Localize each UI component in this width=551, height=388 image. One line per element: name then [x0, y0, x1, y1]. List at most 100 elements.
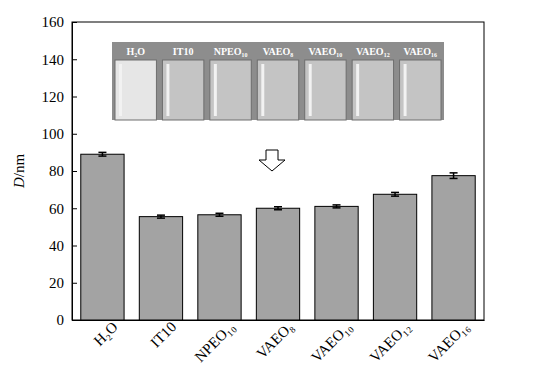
error-bar	[157, 215, 165, 218]
photo-label: VAEO₁₆	[403, 46, 437, 57]
photo-label: IT10	[173, 46, 194, 57]
marks	[81, 152, 475, 320]
y-tick-label: 40	[49, 238, 64, 254]
error-bar	[274, 207, 282, 210]
y-axis: 0 20 40 60 80 100 120 140 160	[42, 14, 78, 328]
error-cap	[98, 155, 106, 157]
vial-highlight	[119, 64, 122, 116]
photo-label: VAEO₁₂	[356, 46, 390, 57]
x-tick-label: NPEO₁₀	[191, 319, 237, 365]
y-tick-label: 60	[49, 201, 64, 217]
photo-label: NPEO₁₀	[214, 46, 248, 57]
error-cap	[391, 195, 399, 197]
x-tick-label: VAEO₁₆	[425, 319, 472, 366]
y-tick-mark	[72, 97, 77, 98]
vial-highlight	[404, 64, 407, 116]
error-cap	[215, 216, 223, 218]
x-tick: VAEO₁₂	[367, 319, 414, 366]
vial	[257, 60, 298, 120]
y-tick-mark	[72, 208, 77, 209]
x-tick: IT10	[147, 319, 179, 351]
plot: 0 20 40 60 80 100 120 140 160 H₂O IT10 NPEO₁₀ VAEO₈ V…	[42, 14, 485, 365]
y-tick-mark	[72, 134, 77, 135]
error-bar	[450, 173, 458, 179]
y-tick-label: 120	[42, 89, 65, 105]
bar	[432, 176, 475, 320]
vial	[115, 60, 156, 120]
plot-frame	[72, 22, 484, 320]
vial-highlight	[356, 64, 359, 116]
chart: 0 20 40 60 80 100 120 140 160 H₂O IT10 NPEO₁₀ VAEO₈ V…	[0, 0, 551, 388]
y-tick: 160	[42, 14, 78, 30]
y-tick-label: 80	[49, 163, 64, 179]
x-tick-label: H₂O	[90, 318, 120, 348]
photo-label: VAEO₁₀	[309, 46, 343, 57]
error-cap	[391, 192, 399, 194]
error-cap	[274, 209, 282, 211]
photo-background	[112, 42, 444, 120]
y-tick-label: 160	[42, 14, 65, 30]
y-tick: 60	[49, 201, 77, 217]
vial	[162, 60, 203, 120]
error-bar	[333, 205, 341, 208]
vial-highlight	[166, 64, 169, 116]
bar	[315, 206, 358, 320]
x-tick-label: VAEO₁₀	[308, 319, 355, 366]
y-tick-mark	[72, 246, 77, 247]
x-tick-label: VAEO₈	[253, 319, 296, 362]
x-tick: H₂O	[90, 318, 120, 348]
x-tick: NPEO₁₀	[191, 319, 237, 365]
y-tick-mark	[72, 283, 77, 284]
bar	[256, 208, 299, 320]
y-tick: 100	[42, 126, 78, 142]
y-tick: 80	[49, 163, 77, 179]
y-tick-label: 100	[42, 126, 65, 142]
x-axis-line	[73, 320, 485, 321]
inset-photo: H₂O IT10 NPEO₁₀ VAEO₈ VAEO₁₀ VAEO₁₂ VAEO₁₆	[112, 42, 444, 120]
y-tick-mark	[72, 171, 77, 172]
vial	[400, 60, 441, 120]
error-cap	[157, 214, 165, 216]
x-tick: VAEO₁₀	[308, 319, 355, 366]
error-cap	[215, 213, 223, 215]
error-cap	[157, 217, 165, 219]
error-cap	[274, 206, 282, 208]
vial	[352, 60, 393, 120]
bar	[81, 154, 124, 320]
x-tick-label: VAEO₁₂	[367, 319, 414, 366]
y-tick-mark	[72, 22, 77, 23]
vial	[305, 60, 346, 120]
error-cap	[98, 152, 106, 154]
photo-label: H₂O	[126, 46, 145, 57]
error-bar	[215, 213, 223, 216]
y-tick: 120	[42, 89, 78, 105]
vial-highlight	[261, 64, 264, 116]
x-axis: H₂O IT10 NPEO₁₀ VAEO₈ VAEO₁₀ VAEO₁₂VAEO₁₆	[73, 318, 485, 365]
y-tick: 40	[49, 238, 77, 254]
error-bar	[98, 152, 106, 156]
y-tick-label: 0	[57, 312, 65, 328]
y-axis-title: D/nm	[11, 154, 27, 190]
arrow	[259, 150, 285, 171]
y-tick-label: 140	[42, 52, 65, 68]
x-tick-label: IT10	[147, 319, 179, 351]
bar	[373, 194, 416, 320]
x-tick: VAEO₁₆	[425, 319, 472, 366]
y-tick-mark	[72, 59, 77, 60]
y-tick: 140	[42, 52, 78, 68]
bar	[139, 217, 182, 320]
error-stem	[453, 173, 455, 179]
error-cap	[333, 207, 341, 209]
vial-highlight	[214, 64, 217, 116]
error-cap	[333, 204, 341, 206]
photo-label: VAEO₈	[263, 46, 294, 57]
bar	[198, 215, 241, 320]
error-bar	[391, 192, 399, 196]
vial-highlight	[309, 64, 312, 116]
error-cap	[450, 172, 458, 174]
vial	[210, 60, 251, 120]
y-tick: 20	[49, 275, 77, 291]
y-tick-label: 20	[49, 275, 64, 291]
x-tick: VAEO₈	[253, 319, 296, 362]
error-cap	[450, 178, 458, 180]
